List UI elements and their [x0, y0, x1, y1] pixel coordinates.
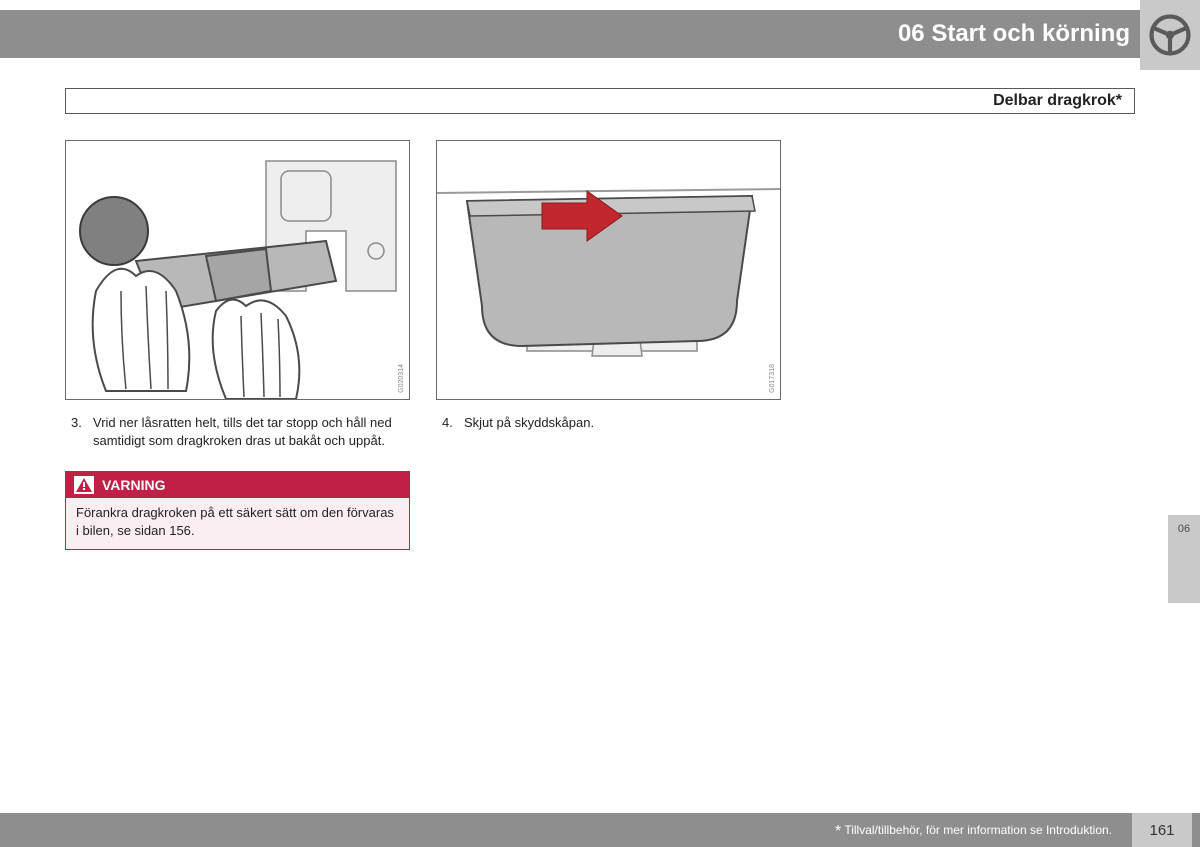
section-header: Delbar dragkrok* — [65, 88, 1135, 114]
warning-header: VARNING — [66, 472, 409, 498]
step-3-num: 3. — [65, 414, 93, 449]
steering-wheel-icon — [1149, 14, 1191, 56]
figure-4: G017318 — [436, 140, 781, 400]
footer-note: * Tillval/tillbehör, för mer information… — [835, 821, 1118, 839]
side-tab: 06 — [1168, 515, 1200, 603]
chapter-icon-block — [1140, 0, 1200, 70]
step-4-num: 4. — [436, 414, 464, 432]
chapter-header: 06 Start och körning — [0, 10, 1200, 58]
footer: * Tillval/tillbehör, för mer information… — [0, 813, 1200, 847]
side-tab-label: 06 — [1178, 523, 1190, 535]
asterisk-icon: * — [835, 823, 841, 840]
warning-label: VARNING — [102, 477, 166, 493]
footer-note-text: Tillval/tillbehör, för mer information s… — [844, 823, 1112, 837]
step-4: 4. Skjut på skyddskåpan. — [436, 414, 781, 432]
warning-body: Förankra dragkroken på ett säkert sätt o… — [66, 498, 409, 549]
content-area: G020314 3. Vrid ner låsratten helt, till… — [65, 140, 825, 550]
column-right: G017318 4. Skjut på skyddskåpan. — [436, 140, 781, 550]
chapter-title: 06 Start och körning — [898, 20, 1130, 48]
step-3: 3. Vrid ner låsratten helt, tills det ta… — [65, 414, 410, 449]
warning-icon — [74, 476, 94, 494]
step-4-text: Skjut på skyddskåpan. — [464, 414, 781, 432]
column-left: G020314 3. Vrid ner låsratten helt, till… — [65, 140, 410, 550]
section-title: Delbar dragkrok* — [993, 92, 1122, 110]
page-number: 161 — [1132, 813, 1192, 847]
figure-code-left: G020314 — [398, 364, 405, 393]
figure-code-right: G017318 — [769, 364, 776, 393]
step-3-text: Vrid ner låsratten helt, tills det tar s… — [93, 414, 410, 449]
warning-box: VARNING Förankra dragkroken på ett säker… — [65, 471, 410, 550]
figure-3: G020314 — [65, 140, 410, 400]
